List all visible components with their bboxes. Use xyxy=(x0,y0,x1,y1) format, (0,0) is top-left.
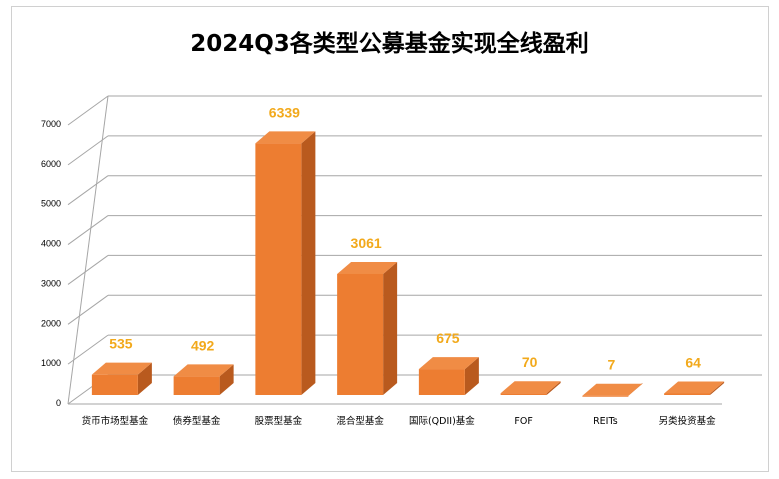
gridline xyxy=(67,215,109,245)
bar-side xyxy=(137,362,152,395)
bar xyxy=(255,131,316,395)
bar xyxy=(418,357,479,395)
bar-front xyxy=(500,393,547,395)
bar-front xyxy=(664,393,711,395)
bar xyxy=(173,364,234,395)
y-tick-label: 1000 xyxy=(41,358,61,368)
bar-top xyxy=(255,131,316,144)
y-tick-label: 4000 xyxy=(41,239,61,249)
side-wall-edge xyxy=(67,95,109,405)
data-label: 70 xyxy=(522,354,538,370)
y-tick-label: 6000 xyxy=(41,159,61,169)
bar-front xyxy=(418,369,465,395)
y-tick-label: 2000 xyxy=(41,318,61,328)
bar-side xyxy=(301,131,316,395)
bar-front xyxy=(337,273,384,395)
bar-top xyxy=(418,357,479,370)
bar-side xyxy=(710,381,725,395)
y-tick-label: 3000 xyxy=(41,278,61,288)
gridline xyxy=(67,255,109,285)
y-tick-label: 7000 xyxy=(41,119,61,129)
x-tick-label: 债券型基金 xyxy=(173,415,221,427)
x-tick-label: 股票型基金 xyxy=(255,415,303,427)
bar-front xyxy=(173,376,220,395)
bars xyxy=(91,131,725,397)
y-tick-label: 5000 xyxy=(41,199,61,209)
x-tick-label: REITs xyxy=(593,416,618,427)
x-tick-label: 另类投资基金 xyxy=(659,415,717,427)
data-label: 3061 xyxy=(351,235,382,251)
x-tick-label: 混合型基金 xyxy=(336,415,384,427)
bar-top xyxy=(173,364,234,377)
bar-side xyxy=(219,364,234,395)
bar-side xyxy=(546,381,561,395)
data-labels: 535 492 6339 3061 675 70 7 64 xyxy=(109,104,701,372)
x-tick-label: 国际(QDII)基金 xyxy=(409,415,475,427)
data-label: 675 xyxy=(436,330,460,346)
bar xyxy=(664,381,725,395)
bar-side xyxy=(464,357,479,395)
bar-top xyxy=(91,362,152,375)
chart-title: 2024Q3各类型公募基金实现全线盈利 xyxy=(190,31,589,57)
gridlines xyxy=(67,95,762,405)
gridline xyxy=(67,294,109,325)
data-label: 492 xyxy=(191,337,215,353)
bar xyxy=(500,381,561,395)
bar-front xyxy=(582,395,629,397)
bar-top xyxy=(337,261,398,274)
x-tick-label: 货币市场型基金 xyxy=(82,415,149,427)
data-label: 6339 xyxy=(269,104,300,120)
bar-top xyxy=(500,381,561,394)
y-axis: 0 1000 2000 3000 4000 5000 6000 7000 xyxy=(41,119,61,408)
x-axis: 货币市场型基金 债券型基金 股票型基金 混合型基金 国际(QDII)基金 FOF REITs… xyxy=(82,415,717,427)
bar-side xyxy=(383,261,398,395)
bar xyxy=(91,362,152,395)
bar xyxy=(582,383,643,397)
gridline xyxy=(67,334,109,365)
gridline xyxy=(67,135,109,166)
data-label: 64 xyxy=(685,354,701,370)
bar-top xyxy=(582,383,643,396)
data-label: 535 xyxy=(109,336,133,352)
gridline xyxy=(67,175,109,206)
bar-front xyxy=(255,143,302,395)
bar-top xyxy=(664,381,725,394)
data-label: 7 xyxy=(607,357,615,373)
bar-front xyxy=(91,374,138,395)
bar xyxy=(337,261,398,395)
y-tick-label: 0 xyxy=(56,398,61,408)
gridline xyxy=(67,95,109,126)
x-tick-label: FOF xyxy=(514,416,532,427)
